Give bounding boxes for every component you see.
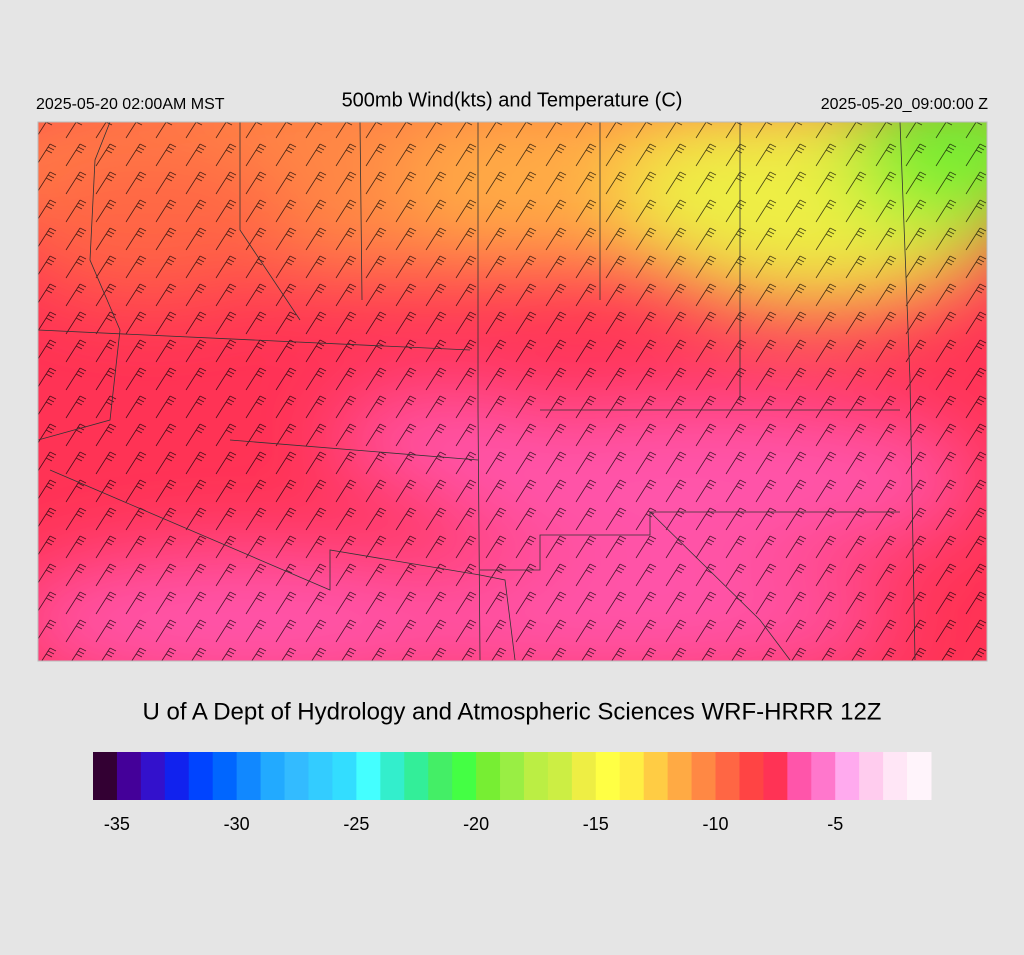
colorbar-box [763, 752, 788, 800]
colorbar-box [907, 752, 932, 800]
colorbar-box [116, 752, 142, 800]
colorbar-box [883, 752, 908, 800]
colorbar-tick-label: -5 [827, 814, 843, 834]
valid-local-time: 2025-05-20 02:00AM MST [36, 96, 225, 113]
colorbar-box [571, 752, 597, 800]
valid-utc-time: 2025-05-20_09:00:00 Z [821, 96, 988, 113]
colorbar-box [811, 752, 836, 800]
colorbar-box [691, 752, 717, 800]
colorbar-box [164, 752, 190, 800]
map-frame [37, 121, 988, 662]
colorbar-box [332, 752, 357, 800]
colorbar-box [476, 752, 501, 800]
colorbar-tick-label: -35 [104, 814, 130, 834]
map [38, 122, 987, 661]
wind-barbs [38, 122, 987, 661]
map-title: 500mb Wind(kts) and Temperature (C) [342, 89, 683, 111]
colorbar-box [643, 752, 669, 800]
colorbar-box [140, 752, 166, 800]
colorbar-box [356, 752, 381, 800]
colorbar-box [835, 752, 860, 800]
colorbar-box [595, 752, 621, 800]
colorbar-tick-label: -10 [703, 814, 729, 834]
colorbar-tick-label: -30 [224, 814, 250, 834]
colorbar-tick-label: -25 [343, 814, 369, 834]
colorbar-box [667, 752, 693, 800]
colorbar: -35 -30 -25 -20 -15 -10 -5 [93, 752, 932, 834]
colorbar-box [212, 752, 238, 800]
colorbar-box [619, 752, 645, 800]
colorbar-tick-label: -20 [463, 814, 489, 834]
colorbar-box [380, 752, 405, 800]
colorbar-box [500, 752, 525, 800]
colorbar-box [308, 752, 333, 800]
colorbar-box [260, 752, 286, 800]
colorbar-box [859, 752, 884, 800]
colorbar-box [188, 752, 214, 800]
colorbar-box [715, 752, 740, 800]
colorbar-box [787, 752, 812, 800]
boundaries [38, 122, 916, 661]
colorbar-box [428, 752, 453, 800]
colorbar-box [284, 752, 309, 800]
colorbar-box [93, 752, 118, 800]
colorbar-box [452, 752, 477, 800]
colorbar-box [404, 752, 429, 800]
colorbar-box [739, 752, 764, 800]
colorbar-box [523, 752, 549, 800]
credit: U of A Dept of Hydrology and Atmospheric… [143, 698, 882, 725]
colorbar-box [236, 752, 262, 800]
colorbar-tick-label: -15 [583, 814, 609, 834]
colorbar-box [547, 752, 573, 800]
